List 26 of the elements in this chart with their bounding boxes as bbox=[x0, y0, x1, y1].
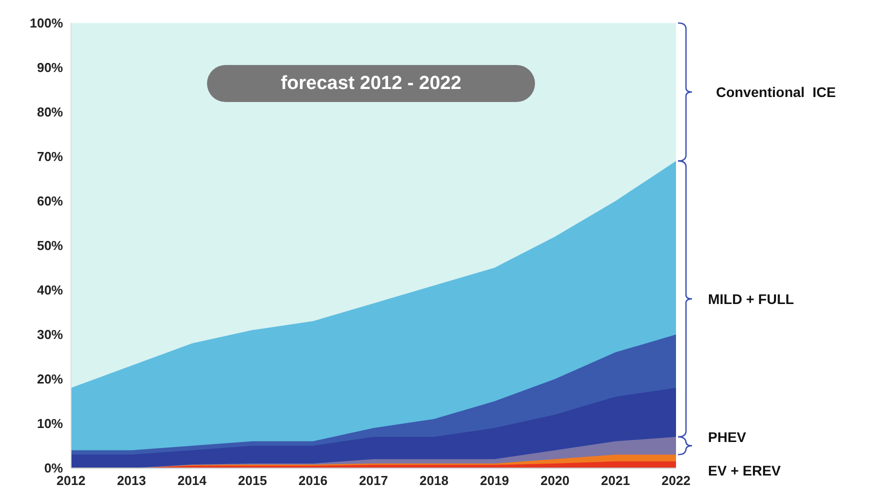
y-tick-label: 30% bbox=[36, 327, 64, 342]
text: PHEV bbox=[708, 428, 747, 445]
x-tick-label: 2014 bbox=[178, 473, 208, 488]
text: Conventional ICE bbox=[716, 84, 836, 100]
y-tick-label: 50% bbox=[36, 238, 64, 254]
x-tick-label: 2018 bbox=[420, 473, 448, 488]
y-tick-label: 90% bbox=[36, 60, 64, 76]
y-tick-label: 0% bbox=[44, 460, 64, 476]
y-tick-label: 60% bbox=[36, 194, 64, 209]
text: MILD + FULL bbox=[708, 290, 794, 307]
x-tick-label: 2020 bbox=[540, 473, 570, 488]
x-tick-label: 2017 bbox=[359, 473, 388, 488]
y-tick-label: 70% bbox=[36, 149, 64, 164]
x-tick-label: 2012 bbox=[56, 473, 86, 488]
x-tick-label: 2013 bbox=[117, 473, 146, 488]
x-tick-label: 2016 bbox=[298, 473, 328, 488]
x-tick-label: 2021 bbox=[601, 473, 630, 488]
y-tick-label: 80% bbox=[36, 104, 64, 120]
x-tick-label: 2022 bbox=[662, 473, 690, 488]
y-tick-label: 20% bbox=[36, 372, 64, 387]
y-tick-label: 40% bbox=[36, 282, 64, 298]
x-tick-label: 2019 bbox=[480, 473, 509, 488]
y-tick-label: 100% bbox=[30, 16, 64, 31]
y-tick-label: 10% bbox=[36, 416, 64, 432]
text: EV + EREV bbox=[708, 462, 782, 478]
x-tick-label: 2015 bbox=[238, 473, 267, 488]
